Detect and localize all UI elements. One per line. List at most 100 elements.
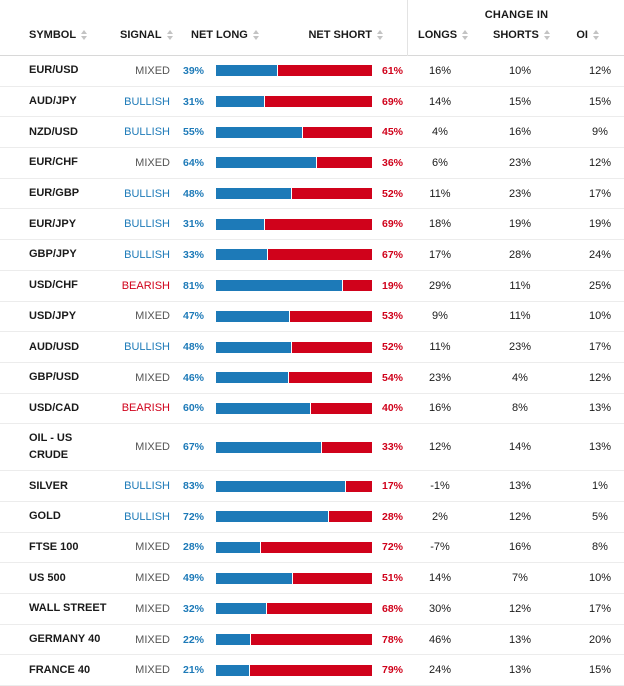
net-long-bar <box>216 511 329 523</box>
net-long-value: 55% <box>182 126 204 139</box>
longs-header-label: LONGS <box>418 29 458 41</box>
oi-change-value: 8% <box>592 541 608 554</box>
signal-value: BULLISH <box>124 248 170 261</box>
symbol-link[interactable]: GERMANY 40 <box>29 633 101 646</box>
longs-change-value: 30% <box>428 602 452 615</box>
net-short-value: 61% <box>381 64 403 77</box>
sentiment-bar-cell <box>216 363 372 393</box>
table-row[interactable]: GBP/JPY BULLISH 33% 67% 17% 28% 24% <box>0 240 624 271</box>
table-row[interactable]: SILVER BULLISH 83% 17% -1% 13% 1% <box>0 471 624 502</box>
table-row[interactable]: FTSE 100 MIXED 28% 72% -7% 16% 8% <box>0 533 624 564</box>
symbol-link[interactable]: AUD/USD <box>29 340 80 353</box>
sentiment-bar <box>216 126 372 138</box>
table-row[interactable]: GBP/USD MIXED 46% 54% 23% 4% 12% <box>0 363 624 394</box>
table-row[interactable]: EUR/GBP BULLISH 48% 52% 11% 23% 17% <box>0 179 624 210</box>
net-long-value: 21% <box>182 664 204 677</box>
net-short-value: 68% <box>381 602 403 615</box>
net-long-value: 22% <box>182 633 204 646</box>
table-row[interactable]: EUR/JPY BULLISH 31% 69% 18% 19% 19% <box>0 209 624 241</box>
table-row[interactable]: US 500 MIXED 49% 51% 14% 7% 10% <box>0 563 624 594</box>
symbol-link[interactable]: USD/CHF <box>29 279 78 292</box>
shorts-header-label: SHORTS <box>493 29 539 41</box>
oi-change-value: 20% <box>588 633 612 646</box>
longs-change-value: 12% <box>428 441 452 454</box>
net-short-value: 33% <box>381 441 403 454</box>
net-long-bar <box>216 603 266 615</box>
table-row[interactable]: USD/JPY MIXED 47% 53% 9% 11% 10% <box>0 302 624 333</box>
symbol-link[interactable]: EUR/CHF <box>29 156 78 169</box>
table-row[interactable]: USD/CHF BEARISH 81% 19% 29% 11% 25% <box>0 271 624 302</box>
symbol-link[interactable]: OIL - US CRUDE <box>29 432 73 462</box>
oi-column-header[interactable]: OI <box>576 29 600 41</box>
signal-value: MIXED <box>135 541 170 554</box>
symbol-link[interactable]: SILVER <box>29 479 68 492</box>
oi-change-value: 1% <box>592 480 608 493</box>
net-long-value: 64% <box>182 156 204 169</box>
sentiment-bar <box>216 541 372 553</box>
table-row[interactable]: OIL - US CRUDE MIXED 67% 33% 12% 14% 13% <box>0 424 624 472</box>
net-long-value: 39% <box>182 64 204 77</box>
net-short-bar <box>329 511 372 523</box>
table-row[interactable]: GOLD BULLISH 72% 28% 2% 12% 5% <box>0 502 624 533</box>
signal-value: BULLISH <box>124 341 170 354</box>
symbol-link[interactable]: FRANCE 40 <box>29 663 91 676</box>
net-short-bar <box>268 249 372 261</box>
shorts-change-value: 11% <box>509 279 531 292</box>
longs-column-header[interactable]: LONGS <box>418 29 469 41</box>
signal-value: MIXED <box>135 64 170 77</box>
net-long-bar <box>216 96 265 108</box>
sentiment-bar-cell <box>216 655 372 685</box>
net-short-value: 69% <box>381 95 403 108</box>
sort-arrows-icon <box>166 29 174 41</box>
sentiment-bar <box>216 664 372 676</box>
symbol-link[interactable]: EUR/GBP <box>29 187 80 200</box>
shorts-column-header[interactable]: SHORTS <box>493 29 551 41</box>
change-in-label: CHANGE IN <box>484 9 549 21</box>
net-long-value: 31% <box>182 218 204 231</box>
signal-value: MIXED <box>135 310 170 323</box>
symbol-link[interactable]: WALL STREET <box>29 602 107 615</box>
oi-change-value: 25% <box>588 279 612 292</box>
symbol-link[interactable]: EUR/USD <box>29 64 79 77</box>
sentiment-bar-cell <box>216 271 372 301</box>
net-long-bar <box>216 188 291 200</box>
symbol-link[interactable]: USD/CAD <box>29 401 80 414</box>
shorts-change-value: 23% <box>508 156 532 169</box>
signal-value: BEARISH <box>121 279 170 292</box>
table-row[interactable]: GERMANY 40 MIXED 22% 78% 46% 13% 20% <box>0 625 624 656</box>
net-short-column-header[interactable]: NET SHORT <box>308 29 384 41</box>
table-row[interactable]: AUD/USD BULLISH 48% 52% 11% 23% 17% <box>0 332 624 363</box>
signal-value: MIXED <box>135 371 170 384</box>
symbol-link[interactable]: GBP/JPY <box>29 248 77 261</box>
oi-change-value: 12% <box>588 64 612 77</box>
table-row[interactable]: FRANCE 40 MIXED 21% 79% 24% 13% 15% <box>0 655 624 686</box>
oi-change-value: 9% <box>592 126 608 139</box>
table-row[interactable]: EUR/CHF MIXED 64% 36% 6% 23% 12% <box>0 148 624 179</box>
table-row[interactable]: AUD/JPY BULLISH 31% 69% 14% 15% 15% <box>0 87 624 118</box>
symbol-link[interactable]: US 500 <box>29 571 66 584</box>
symbol-link[interactable]: GBP/USD <box>29 371 80 384</box>
shorts-change-value: 12% <box>508 510 532 523</box>
symbol-link[interactable]: EUR/JPY <box>29 217 77 230</box>
symbol-link[interactable]: GOLD <box>29 510 61 523</box>
net-long-bar <box>216 480 346 492</box>
symbol-column-header[interactable]: SYMBOL <box>29 29 88 41</box>
table-row[interactable]: EUR/USD MIXED 39% 61% 16% 10% 12% <box>0 56 624 87</box>
signal-value: BULLISH <box>124 126 170 139</box>
net-long-column-header[interactable]: NET LONG <box>191 29 260 41</box>
sort-arrows-icon <box>543 29 551 41</box>
symbol-link[interactable]: NZD/USD <box>29 125 78 138</box>
net-long-bar <box>216 157 316 169</box>
shorts-change-value: 10% <box>508 64 532 77</box>
shorts-change-value: 14% <box>508 441 532 454</box>
symbol-link[interactable]: USD/JPY <box>29 309 77 322</box>
symbol-link[interactable]: AUD/JPY <box>29 95 77 108</box>
signal-value: MIXED <box>135 441 170 454</box>
signal-column-header[interactable]: SIGNAL <box>120 29 174 41</box>
net-long-value: 32% <box>182 602 204 615</box>
table-row[interactable]: NZD/USD BULLISH 55% 45% 4% 16% 9% <box>0 117 624 149</box>
table-row[interactable]: USD/CAD BEARISH 60% 40% 16% 8% 13% <box>0 394 624 425</box>
symbol-link[interactable]: FTSE 100 <box>29 540 79 553</box>
table-row[interactable]: WALL STREET MIXED 32% 68% 30% 12% 17% <box>0 594 624 625</box>
net-long-bar <box>216 249 268 261</box>
